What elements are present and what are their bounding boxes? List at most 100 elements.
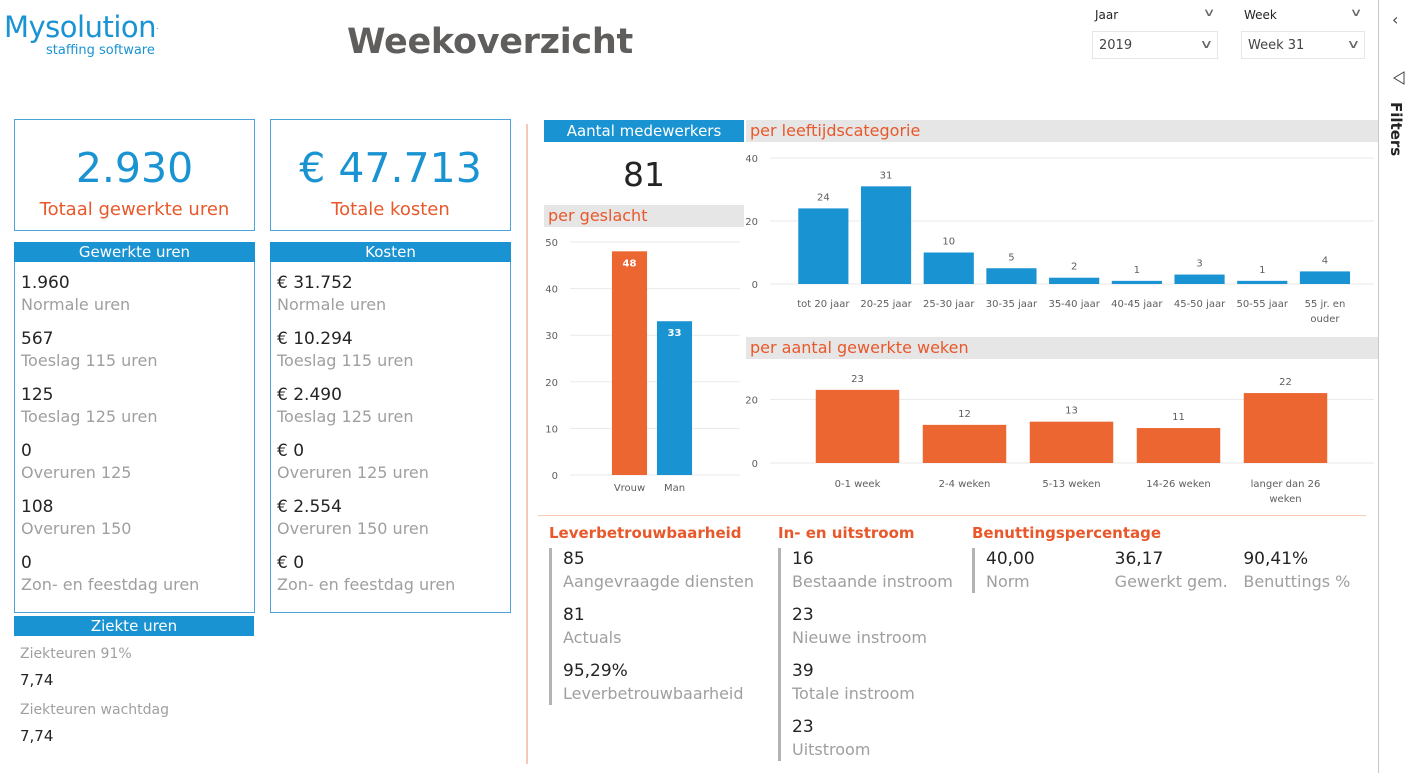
y-tick-label: 0 bbox=[552, 471, 558, 482]
list-item: 125 Toeslag 125 uren bbox=[21, 384, 248, 440]
slicer-jaar-dropdown[interactable]: 2019 ∨ bbox=[1092, 31, 1218, 59]
list-item: € 0 Zon- en feestdag uren bbox=[277, 552, 504, 608]
x-tick-label: 14-26 weken bbox=[1146, 479, 1211, 490]
item-value: € 0 bbox=[277, 441, 305, 461]
data-label: 24 bbox=[817, 192, 830, 203]
item-value: 0 bbox=[21, 441, 32, 461]
item-value: € 2.490 bbox=[277, 385, 342, 405]
filters-pane bbox=[1378, 0, 1418, 773]
list-item: € 0 Overuren 125 uren bbox=[277, 440, 504, 496]
item-value: 95,29% bbox=[563, 661, 628, 681]
data-label: 48 bbox=[623, 258, 637, 269]
utilization-card: 40,00 Norm 36,17 Gewerkt gem. 90,41% Ben… bbox=[972, 548, 1372, 593]
flow-title: In- en uitstroom bbox=[778, 524, 915, 542]
item-value: 36,17 bbox=[1114, 549, 1164, 569]
x-tick-label: 20-25 jaar bbox=[860, 299, 912, 310]
y-tick-label: 0 bbox=[752, 280, 758, 291]
y-tick-label: 30 bbox=[545, 331, 558, 342]
item-value: 1.960 bbox=[21, 273, 70, 293]
list-item: 0 Overuren 125 bbox=[21, 440, 248, 496]
flow-section: In- en uitstroom 16 Bestaande instroom 2… bbox=[778, 524, 953, 761]
hours-table-header: Gewerkte uren bbox=[14, 242, 255, 262]
item-value: € 31.752 bbox=[277, 273, 353, 293]
y-tick-label: 20 bbox=[545, 378, 558, 389]
data-label: 1 bbox=[1134, 265, 1140, 276]
utilization-title: Benuttingspercentage bbox=[972, 524, 1162, 542]
filters-label[interactable]: Filters bbox=[1387, 102, 1405, 157]
x-tick-label: Man bbox=[664, 483, 685, 494]
item-label: Overuren 150 bbox=[21, 519, 132, 538]
item-value: € 10.294 bbox=[277, 329, 353, 349]
bar bbox=[798, 208, 849, 284]
item-label: Toeslag 125 uren bbox=[277, 407, 414, 426]
chart-weeks-title: per aantal gewerkte weken bbox=[746, 337, 1378, 359]
slicer-week-dropdown[interactable]: Week 31 ∨ bbox=[1241, 31, 1365, 59]
chevron-left-icon[interactable]: ‹ bbox=[1392, 10, 1399, 29]
item-label: Toeslag 115 uren bbox=[277, 351, 414, 370]
y-tick-label: 50 bbox=[545, 238, 558, 249]
sick-hours-header: Ziekte uren bbox=[14, 616, 254, 636]
costs-table-header: Kosten bbox=[270, 242, 511, 262]
costs-table: Kosten € 31.752 Normale uren € 10.294 Toes… bbox=[270, 242, 511, 613]
flow-card: 16 Bestaande instroom 23 Nieuwe instroom… bbox=[778, 548, 953, 761]
item-label: Benuttings % bbox=[1243, 572, 1351, 591]
list-item: € 2.490 Toeslag 125 uren bbox=[277, 384, 504, 440]
chevron-down-icon: ∨ bbox=[1199, 37, 1214, 51]
list-item: € 31.752 Normale uren bbox=[277, 272, 504, 328]
bar bbox=[1243, 393, 1328, 463]
item-label: Zon- en feestdag uren bbox=[277, 575, 456, 594]
horizontal-divider bbox=[538, 515, 1366, 516]
funnel-icon[interactable] bbox=[1392, 70, 1406, 90]
bar bbox=[986, 268, 1037, 284]
list-item: € 2.554 Overuren 150 uren bbox=[277, 496, 504, 552]
page-title: Weekoverzicht bbox=[347, 22, 633, 62]
data-label: 12 bbox=[958, 409, 971, 420]
bar bbox=[1299, 271, 1351, 284]
item-value: 85 bbox=[563, 549, 585, 569]
item-value: 0 bbox=[21, 553, 32, 573]
bar bbox=[1111, 280, 1162, 284]
item-label: Leverbetrouwbaarheid bbox=[563, 684, 744, 703]
hours-list: 1.960 Normale uren 567 Toeslag 115 uren 12… bbox=[14, 262, 255, 613]
x-tick-label: 2-4 weken bbox=[939, 479, 991, 490]
x-tick-label: 25-30 jaar bbox=[923, 299, 975, 310]
item-value: 40,00 bbox=[986, 549, 1035, 569]
chevron-down-icon[interactable]: ∨ bbox=[1349, 6, 1363, 19]
item-value: € 2.554 bbox=[277, 497, 342, 517]
item-value: 108 bbox=[21, 497, 54, 517]
item-label: Totale instroom bbox=[792, 684, 915, 703]
reliability-title: Leverbetrouwbaarheid bbox=[549, 524, 742, 542]
kpi-total-hours: 2.930 Totaal gewerkte uren bbox=[14, 119, 255, 231]
vertical-divider bbox=[526, 124, 528, 764]
item-value: € 0 bbox=[277, 553, 305, 573]
data-label: 13 bbox=[1065, 406, 1078, 417]
chart-weeks: 0 20 23 0-1 week 12 2-4 weken 13 5-13 weken 11 14… bbox=[746, 374, 1374, 505]
kpi-total-costs-value: € 47.713 bbox=[299, 144, 482, 192]
chevron-down-icon[interactable]: ∨ bbox=[1202, 6, 1216, 19]
list-item: 567 Toeslag 115 uren bbox=[21, 328, 248, 384]
bar bbox=[611, 251, 648, 475]
kpi-total-costs: € 47.713 Totale kosten bbox=[270, 119, 511, 231]
slicer-week-label: Week bbox=[1244, 8, 1277, 22]
item-value: 81 bbox=[563, 605, 585, 625]
bar bbox=[1049, 277, 1100, 284]
bar bbox=[860, 186, 912, 284]
item-label: Actuals bbox=[563, 628, 622, 647]
item-value: 90,41% bbox=[1243, 549, 1309, 569]
costs-list: € 31.752 Normale uren € 10.294 Toeslag 115… bbox=[270, 262, 511, 613]
y-tick-label: 40 bbox=[746, 154, 758, 165]
x-tick-label: tot 20 jaar bbox=[797, 299, 850, 310]
list-item: € 10.294 Toeslag 115 uren bbox=[277, 328, 504, 384]
data-label: 4 bbox=[1322, 255, 1328, 266]
y-tick-label: 40 bbox=[545, 285, 558, 296]
kpi-total-costs-label: Totale kosten bbox=[331, 199, 450, 220]
x-tick-label: 55 jr. en ouder bbox=[1305, 299, 1346, 325]
data-label: 10 bbox=[942, 237, 955, 248]
bar bbox=[922, 424, 1007, 463]
item-label: Overuren 125 uren bbox=[277, 463, 429, 482]
item-label: Toeslag 115 uren bbox=[21, 351, 158, 370]
data-label: 22 bbox=[1279, 377, 1292, 388]
chart-gender: 0 10 20 30 40 50 48 Vrouw 33 Man bbox=[545, 238, 740, 494]
item-label: Normale uren bbox=[21, 295, 131, 314]
bar bbox=[923, 252, 974, 284]
